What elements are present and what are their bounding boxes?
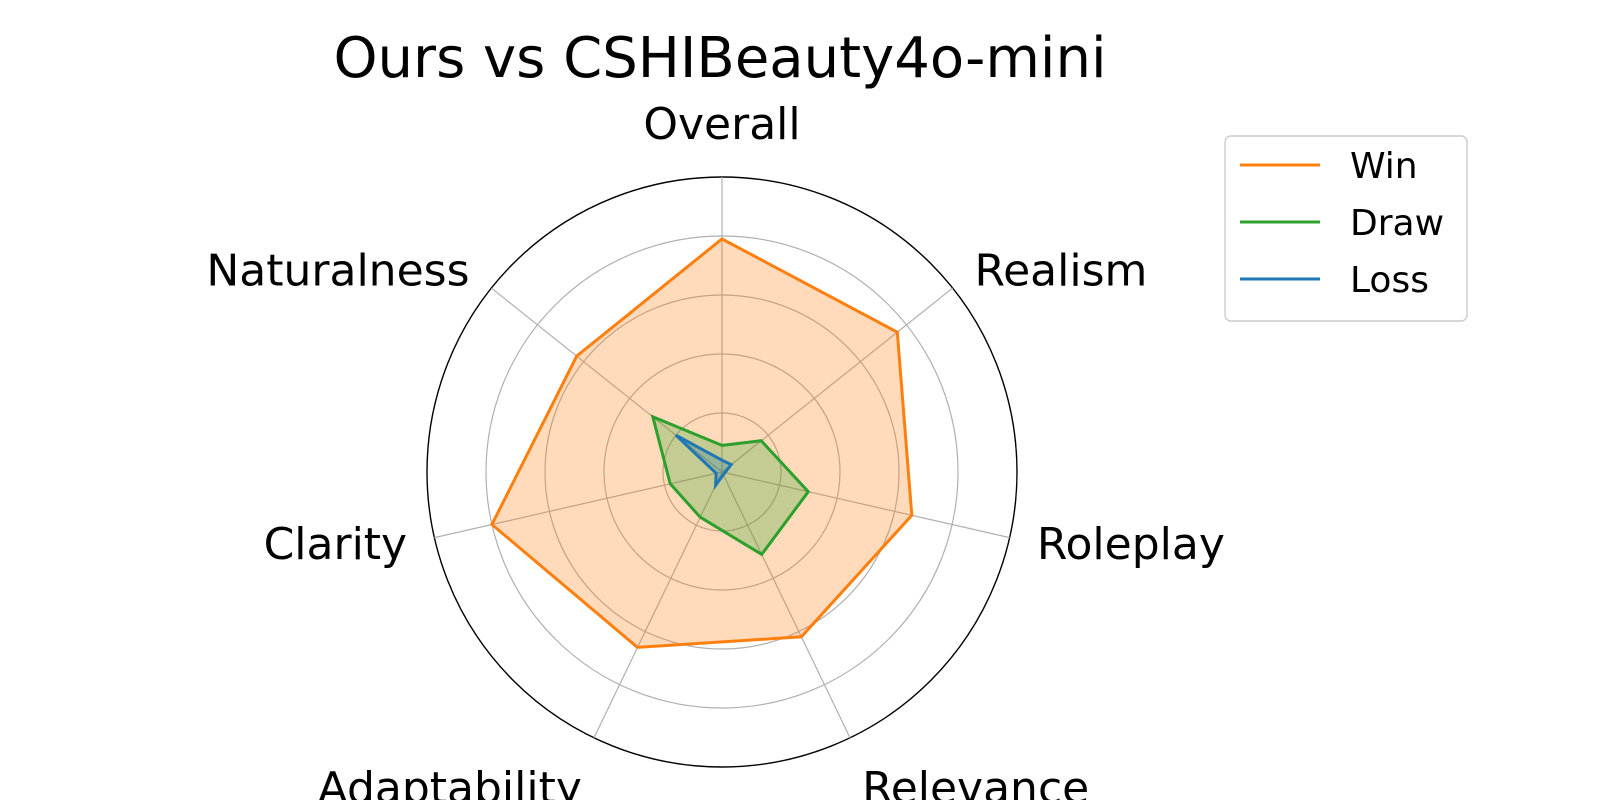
spoke-relevance (721, 471, 851, 739)
axis-label-roleplay: Roleplay (1037, 519, 1225, 570)
chart-title: Ours vs CSHIBeauty4o-mini (333, 26, 1106, 91)
legend-label-win: Win (1350, 146, 1418, 187)
axis-label-clarity: Clarity (264, 519, 408, 570)
spoke-clarity (434, 471, 723, 539)
series-loss (674, 433, 734, 491)
series-win (490, 237, 914, 649)
axis-label-realism: Realism (975, 246, 1148, 297)
axis-labels: Overall Realism Roleplay Relevance Adaptabil… (206, 99, 1224, 800)
legend-box (1224, 135, 1468, 322)
radar-series (490, 237, 914, 649)
spoke-roleplay (721, 471, 1010, 539)
axis-label-naturalness: Naturalness (206, 246, 469, 297)
axis-label-overall: Overall (643, 99, 800, 150)
legend-label-loss: Loss (1350, 260, 1429, 301)
axis-label-adaptability: Adaptability (318, 763, 582, 800)
legend: Win Draw Loss (1224, 135, 1468, 322)
axis-label-relevance: Relevance (862, 763, 1089, 800)
legend-label-draw: Draw (1350, 203, 1444, 244)
